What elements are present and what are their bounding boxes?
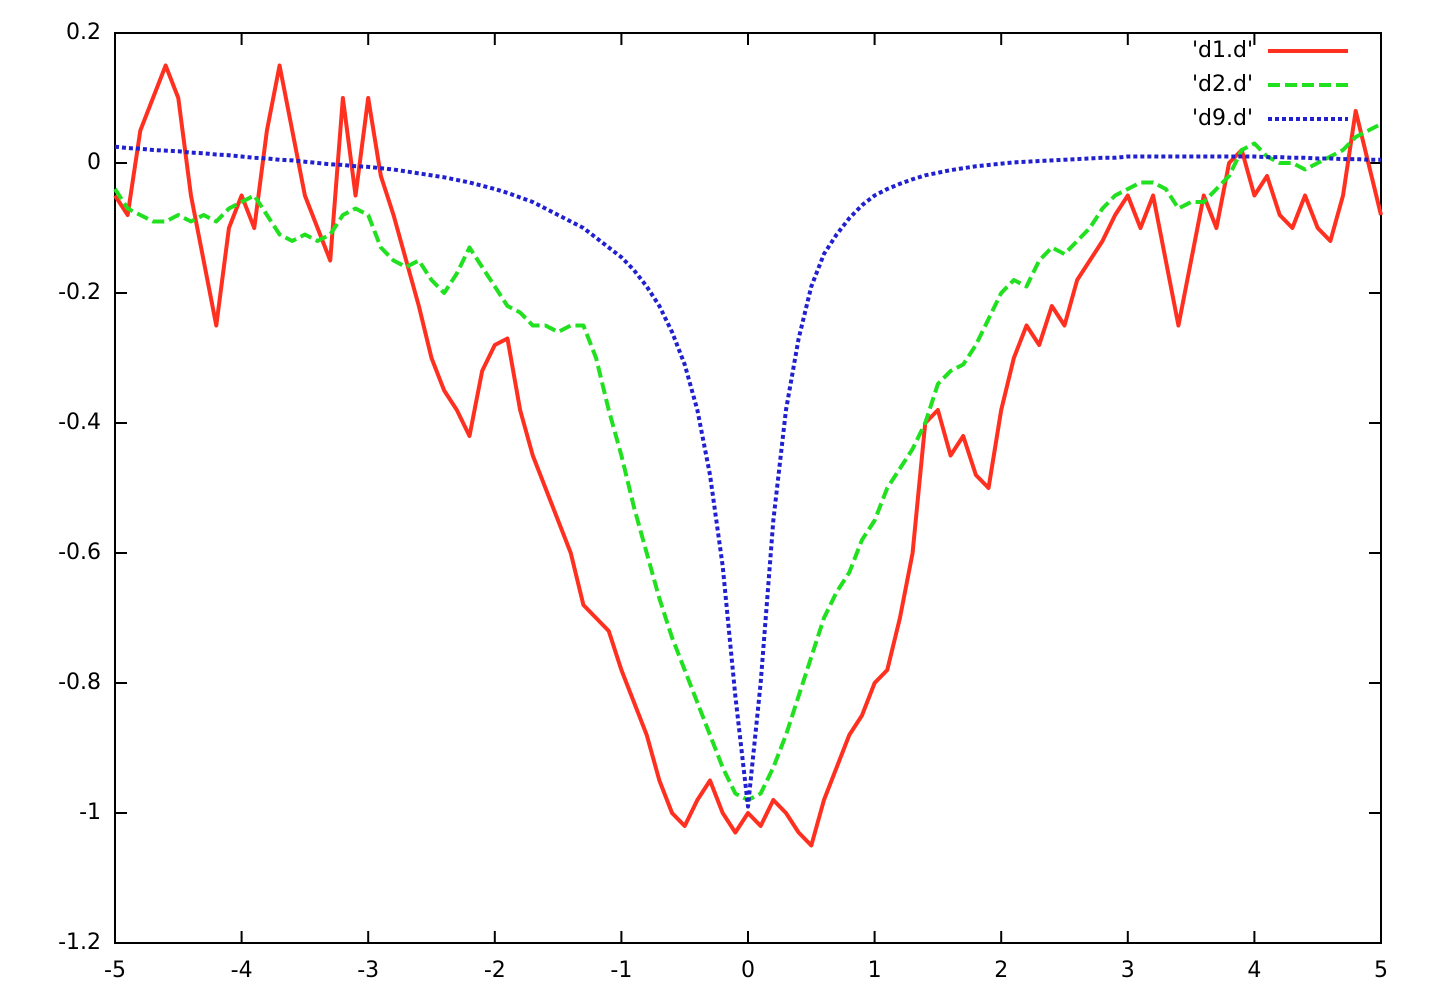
x-tick-label: 1 xyxy=(868,958,882,983)
x-tick-label: 3 xyxy=(1121,958,1135,983)
x-tick-label: -2 xyxy=(484,958,506,983)
legend-label: 'd1.d' xyxy=(1192,38,1253,63)
y-tick-label: -1 xyxy=(79,800,101,825)
x-tick-label: 5 xyxy=(1374,958,1388,983)
y-tick-label: -0.4 xyxy=(58,410,101,435)
x-tick-label: -3 xyxy=(357,958,379,983)
y-tick-label: 0.2 xyxy=(66,20,101,45)
x-tick-label: -1 xyxy=(610,958,632,983)
legend-label: 'd9.d' xyxy=(1192,106,1253,131)
y-tick-label: -0.2 xyxy=(58,280,101,305)
x-tick-label: -5 xyxy=(104,958,126,983)
series-line xyxy=(113,63,1383,848)
series-line xyxy=(114,144,1381,809)
y-tick-label: 0 xyxy=(87,150,101,175)
x-tick-label: 2 xyxy=(994,958,1008,983)
legend-label: 'd2.d' xyxy=(1192,72,1253,97)
series-line xyxy=(113,122,1382,802)
y-tick-label: -0.6 xyxy=(58,540,101,565)
y-tick-label: -1.2 xyxy=(58,930,101,955)
x-tick-label: 4 xyxy=(1247,958,1261,983)
x-tick-label: 0 xyxy=(741,958,755,983)
x-tick-label: -4 xyxy=(231,958,253,983)
y-tick-label: -0.8 xyxy=(58,670,101,695)
